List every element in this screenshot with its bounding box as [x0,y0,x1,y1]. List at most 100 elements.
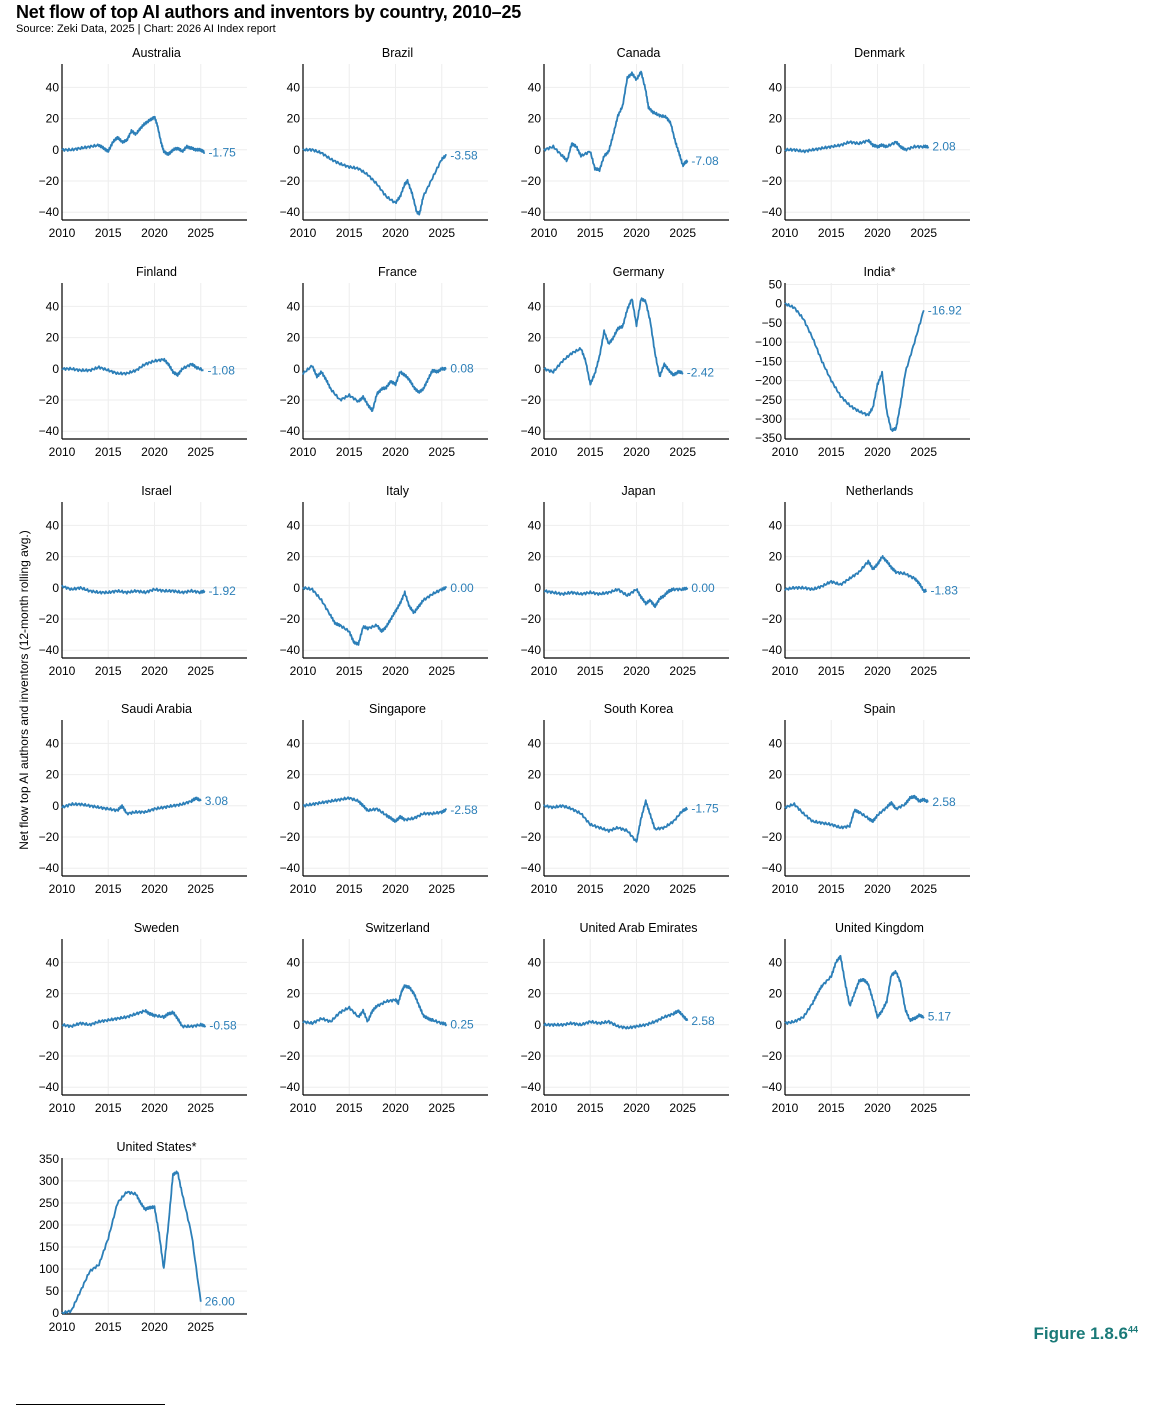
chart-united-kingdom-title: United Kingdom [835,921,924,935]
chart-france-panel: France −40 −20 0 20 40 2010 2015 2020 2025 0.08 [280,265,488,459]
chart-south-korea-end-label: -1.75 [691,802,719,816]
chart-finland-x-tick-label: 2010 [49,445,76,459]
chart-australia-panel: Australia −40 −20 0 20 40 2010 2015 2020 2025 -1.7… [39,46,247,240]
chart-israel-x-tick-label: 2025 [187,664,214,678]
chart-finland-series-line [61,357,204,377]
chart-united-states-end-label: 26.00 [205,1295,235,1309]
chart-united-states-x-tick-label: 2015 [95,1320,122,1334]
chart-canada-series-line [543,70,689,173]
chart-switzerland-y-tick-label: −20 [280,1049,301,1063]
chart-sweden-x-tick-label: 2025 [187,1101,214,1115]
chart-germany-x-tick-label: 2020 [623,445,650,459]
chart-saudi-arabia-end-label: 3.08 [205,794,229,808]
chart-singapore-panel: Singapore −40 −20 0 20 40 2010 2015 2020 2025 -2.5… [280,702,488,896]
chart-canada-y-tick-label: 20 [528,112,542,126]
chart-israel-x-tick-label: 2020 [141,664,168,678]
chart-united-arab-emirates-y-tick-label: −40 [521,1080,542,1094]
chart-spain-y-tick-label: −20 [762,830,783,844]
chart-finland-y-tick-label: 20 [46,331,60,345]
chart-singapore-x-tick-label: 2010 [290,882,317,896]
chart-singapore-title: Singapore [369,702,426,716]
chart-spain-panel: Spain −40 −20 0 20 40 2010 2015 2020 2025 2.58 [762,702,970,896]
chart-united-kingdom-x-tick-label: 2010 [772,1101,799,1115]
chart-australia-x-tick-label: 2015 [95,226,122,240]
chart-israel-title: Israel [141,484,172,498]
chart-spain-y-tick-label: 0 [775,799,782,813]
chart-switzerland-series-line [302,984,448,1027]
chart-sweden-x-tick-label: 2010 [49,1101,76,1115]
chart-france-y-tick-label: 40 [287,299,301,313]
chart-japan-x-tick-label: 2020 [623,664,650,678]
chart-united-kingdom-y-tick-label: 40 [769,955,783,969]
chart-germany-panel: Germany −40 −20 0 20 40 2010 2015 2020 2025 -2.42 [521,265,729,459]
chart-finland-y-tick-label: 40 [46,299,60,313]
chart-denmark-x-tick-label: 2015 [818,226,845,240]
chart-saudi-arabia-y-tick-label: 20 [46,768,60,782]
chart-switzerland-y-tick-label: 0 [293,1018,300,1032]
chart-germany-y-tick-label: −20 [521,393,542,407]
chart-singapore-x-tick-label: 2015 [336,882,363,896]
chart-australia-title: Australia [132,46,181,60]
chart-singapore-x-tick-label: 2025 [428,882,455,896]
chart-united-arab-emirates-y-tick-label: 20 [528,987,542,1001]
chart-brazil-end-label: -3.58 [450,148,478,162]
chart-south-korea-x-tick-label: 2020 [623,882,650,896]
chart-finland-y-tick-label: 0 [52,362,59,376]
chart-japan-series-line [543,586,689,609]
chart-denmark-y-tick-label: 40 [769,80,783,94]
chart-india-end-label: -16.92 [928,303,962,317]
chart-south-korea-x-tick-label: 2015 [577,882,604,896]
chart-canada-y-tick-label: −20 [521,174,542,188]
chart-brazil-y-tick-label: 40 [287,80,301,94]
chart-united-states-y-tick-label: 350 [39,1152,59,1166]
chart-india-x-tick-label: 2015 [818,445,845,459]
chart-spain-title: Spain [864,702,896,716]
chart-germany-y-tick-label: 40 [528,299,542,313]
chart-switzerland-panel: Switzerland −40 −20 0 20 40 2010 2015 2020 2025 0.… [280,921,488,1115]
chart-united-arab-emirates-y-tick-label: −20 [521,1049,542,1063]
chart-saudi-arabia-panel: Saudi Arabia −40 −20 0 20 40 2010 2015 2020 2025 3… [39,702,247,896]
chart-brazil-y-tick-label: −20 [280,174,301,188]
chart-finland-x-tick-label: 2015 [95,445,122,459]
chart-italy-y-tick-label: −20 [280,612,301,626]
chart-switzerland-x-tick-label: 2025 [428,1101,455,1115]
chart-netherlands-series-line [784,555,928,593]
chart-australia-x-tick-label: 2020 [141,226,168,240]
chart-switzerland-end-label: 0.25 [450,1017,474,1031]
chart-sweden-x-tick-label: 2015 [95,1101,122,1115]
chart-united-kingdom-y-tick-label: −40 [762,1080,783,1094]
chart-germany-title: Germany [613,265,665,279]
chart-sweden-y-tick-label: −40 [39,1080,60,1094]
chart-title: Net flow of top AI authors and inventors… [16,2,522,22]
chart-source: Source: Zeki Data, 2025 | Chart: 2026 AI… [16,23,276,35]
chart-switzerland-y-tick-label: 40 [287,955,301,969]
chart-singapore-y-tick-label: 0 [293,799,300,813]
chart-italy-title: Italy [386,484,410,498]
chart-south-korea-y-tick-label: 0 [534,799,541,813]
chart-netherlands-title: Netherlands [846,484,913,498]
chart-italy-end-label: 0.00 [450,581,474,595]
footnote-rule [16,1404,165,1405]
chart-saudi-arabia-y-tick-label: 40 [46,736,60,750]
chart-sweden-y-tick-label: 20 [46,987,60,1001]
chart-japan-y-tick-label: 40 [528,518,542,532]
chart-israel-x-tick-label: 2010 [49,664,76,678]
chart-south-korea-panel: South Korea −40 −20 0 20 40 2010 2015 2020 2025 -1… [521,702,729,896]
chart-saudi-arabia-x-tick-label: 2020 [141,882,168,896]
chart-australia-x-tick-label: 2025 [187,226,214,240]
chart-spain-y-tick-label: −40 [762,861,783,875]
chart-australia-y-tick-label: −40 [39,205,60,219]
chart-india-y-tick-label: −150 [755,354,782,368]
chart-france-y-tick-label: 20 [287,331,301,345]
chart-united-kingdom-x-tick-label: 2015 [818,1101,845,1115]
chart-united-kingdom-y-tick-label: 0 [775,1018,782,1032]
chart-saudi-arabia-x-tick-label: 2010 [49,882,76,896]
chart-united-arab-emirates-x-tick-label: 2010 [531,1101,558,1115]
chart-sweden-end-label: -0.58 [209,1019,237,1033]
chart-india-series-line [784,302,925,432]
chart-switzerland-x-tick-label: 2015 [336,1101,363,1115]
chart-united-states-y-tick-label: 150 [39,1240,59,1254]
chart-denmark-y-tick-label: 0 [775,143,782,157]
chart-united-states-y-tick-label: 250 [39,1196,59,1210]
chart-japan-x-tick-label: 2010 [531,664,558,678]
